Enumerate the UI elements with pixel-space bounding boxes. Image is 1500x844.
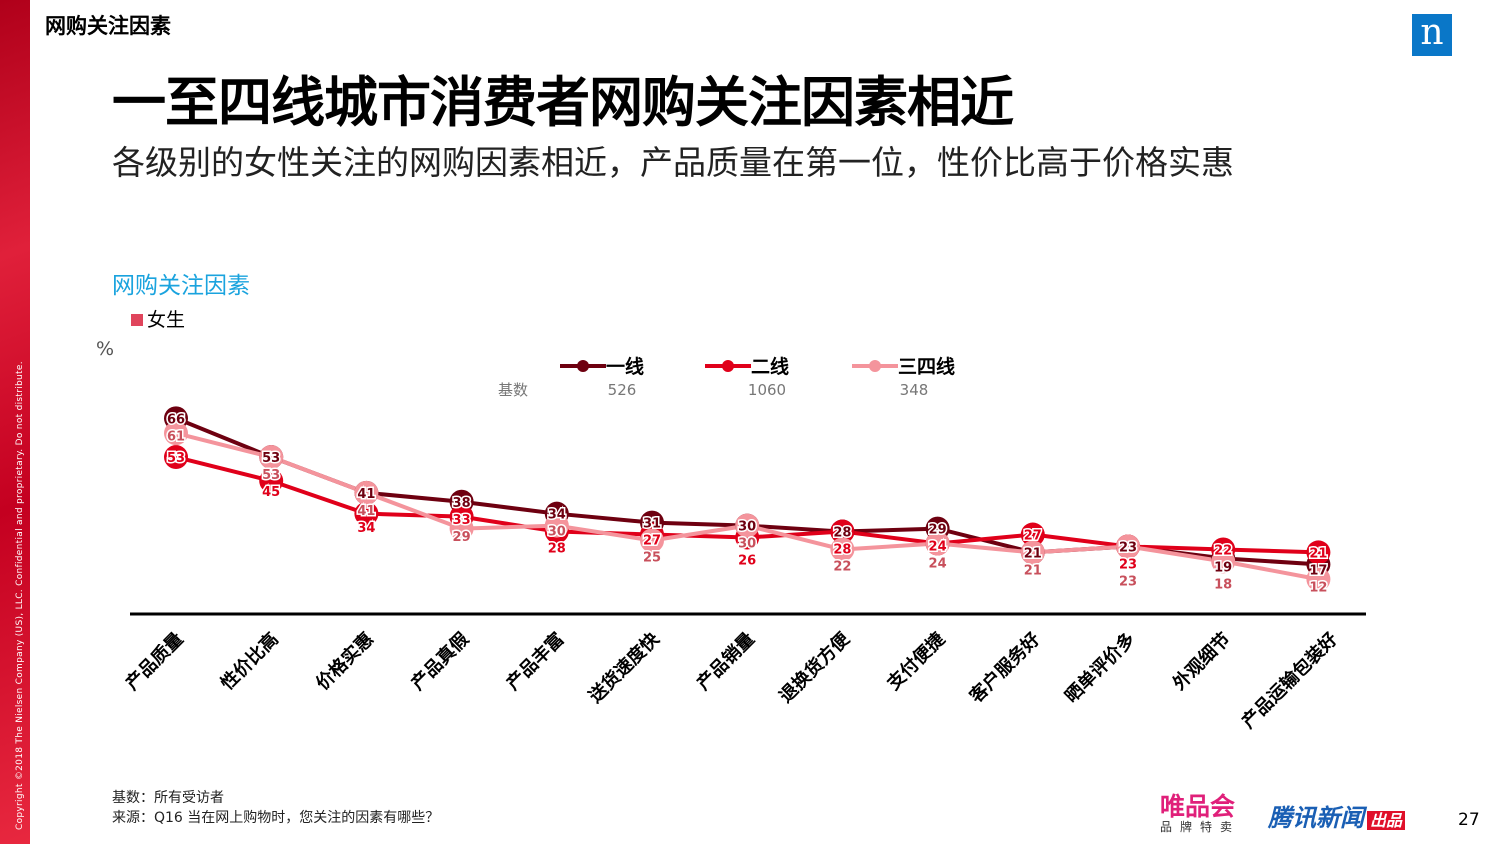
legend-marker <box>869 360 881 372</box>
footnote: 基数：所有受访者 来源：Q16 当在网上购物时，您关注的因素有哪些？ <box>112 790 440 826</box>
data-label: 25 <box>643 551 661 566</box>
x-tick-label: 产品真假 <box>407 627 474 694</box>
x-tick-label: 客户服务好 <box>965 628 1044 707</box>
data-label: 38 <box>453 496 471 511</box>
vip-logo: 唯品会 品牌特卖 <box>1160 792 1241 835</box>
data-label: 22 <box>833 560 851 575</box>
data-point <box>164 445 188 470</box>
data-label: 33 <box>453 513 471 528</box>
data-label: 45 <box>262 485 280 500</box>
data-label: 24 <box>929 540 947 555</box>
data-point <box>259 445 284 470</box>
x-tick-label: 产品质量 <box>121 628 187 694</box>
x-tick-label: 产品运输包装好 <box>1237 628 1342 733</box>
nielsen-logo: n <box>1412 14 1452 56</box>
data-label: 24 <box>929 557 947 572</box>
x-tick-label: 外观细节 <box>1168 628 1234 694</box>
data-label: 22 <box>1214 543 1232 558</box>
x-tick-label: 晒单评价多 <box>1060 628 1139 707</box>
data-label: 30 <box>738 537 756 552</box>
data-label: 66 <box>167 412 185 427</box>
female-legend: 女生 <box>131 305 185 332</box>
data-label: 28 <box>833 543 851 558</box>
x-tick-label: 性价比高 <box>216 628 282 694</box>
data-label: 29 <box>453 530 471 545</box>
data-label: 21 <box>1024 563 1042 578</box>
data-label: 29 <box>929 523 947 538</box>
side-stripe: Copyright ©2018 The Nielsen Company (US)… <box>0 0 30 844</box>
legend-marker <box>722 360 734 372</box>
data-label: 18 <box>1214 577 1232 592</box>
data-label: 30 <box>738 520 756 535</box>
legend-label: 三四线 <box>898 355 955 378</box>
data-label: 41 <box>357 504 375 519</box>
data-label: 23 <box>1119 574 1137 589</box>
base-label: 基数 <box>498 381 528 399</box>
data-point <box>830 519 855 544</box>
legend-label: 二线 <box>751 355 789 378</box>
tencent-news-logo: 腾讯新闻 出品 <box>1268 798 1406 833</box>
data-label: 28 <box>548 542 566 557</box>
data-point <box>1020 522 1045 547</box>
data-label: 12 <box>1309 580 1327 595</box>
data-label: 27 <box>643 534 661 549</box>
x-tick-label: 退换货方便 <box>775 627 855 707</box>
data-point <box>449 516 474 541</box>
data-label: 28 <box>833 526 851 541</box>
page-number: 27 <box>1458 810 1480 830</box>
data-point <box>544 513 569 538</box>
data-point <box>1211 549 1236 574</box>
data-label: 19 <box>1214 560 1232 575</box>
data-label: 53 <box>167 451 185 466</box>
data-label: 41 <box>357 487 375 502</box>
data-label: 53 <box>262 468 280 483</box>
data-point <box>354 480 379 505</box>
data-label: 31 <box>643 517 661 532</box>
data-point <box>259 468 284 493</box>
data-point <box>735 513 760 538</box>
base-value: 526 <box>608 381 637 399</box>
data-point <box>1306 540 1331 565</box>
base-value: 348 <box>900 381 929 399</box>
data-label: 30 <box>548 525 566 540</box>
data-label: 23 <box>1119 540 1137 555</box>
data-point <box>164 421 188 446</box>
data-label: 21 <box>1309 546 1327 561</box>
page-title: 一至四线城市消费者网购关注因素相近 <box>112 71 1014 134</box>
data-point <box>354 501 379 526</box>
data-label: 61 <box>167 429 185 444</box>
x-tick-label: 送货速度快 <box>584 627 665 708</box>
x-tick-label: 价格实惠 <box>311 628 377 694</box>
data-label: 34 <box>357 521 375 536</box>
data-point <box>830 537 855 562</box>
page-subtitle: 各级别的女性关注的网购因素相近，产品质量在第一位，性价比高于价格实惠 <box>112 143 1234 182</box>
data-point <box>1116 534 1140 559</box>
chart-title: 网购关注因素 <box>112 273 250 299</box>
x-tick-label: 支付便捷 <box>882 627 950 695</box>
data-point <box>1306 567 1331 592</box>
legend-label: 一线 <box>606 355 644 378</box>
data-point <box>640 528 664 553</box>
data-label: 17 <box>1309 563 1327 578</box>
data-point <box>1020 540 1045 565</box>
data-label: 21 <box>1024 546 1042 561</box>
x-tick-label: 产品销量 <box>692 628 758 694</box>
base-value: 1060 <box>748 381 786 399</box>
data-point <box>925 531 950 556</box>
legend-marker <box>577 360 589 372</box>
data-label: 26 <box>738 554 756 569</box>
data-label: 34 <box>548 508 566 523</box>
x-tick-label: 产品丰富 <box>502 628 568 694</box>
data-label: 27 <box>1024 529 1042 544</box>
data-label: 23 <box>1119 557 1137 572</box>
y-unit: % <box>96 338 115 360</box>
section-tag: 网购关注因素 <box>45 14 171 38</box>
data-label: 53 <box>262 451 280 466</box>
